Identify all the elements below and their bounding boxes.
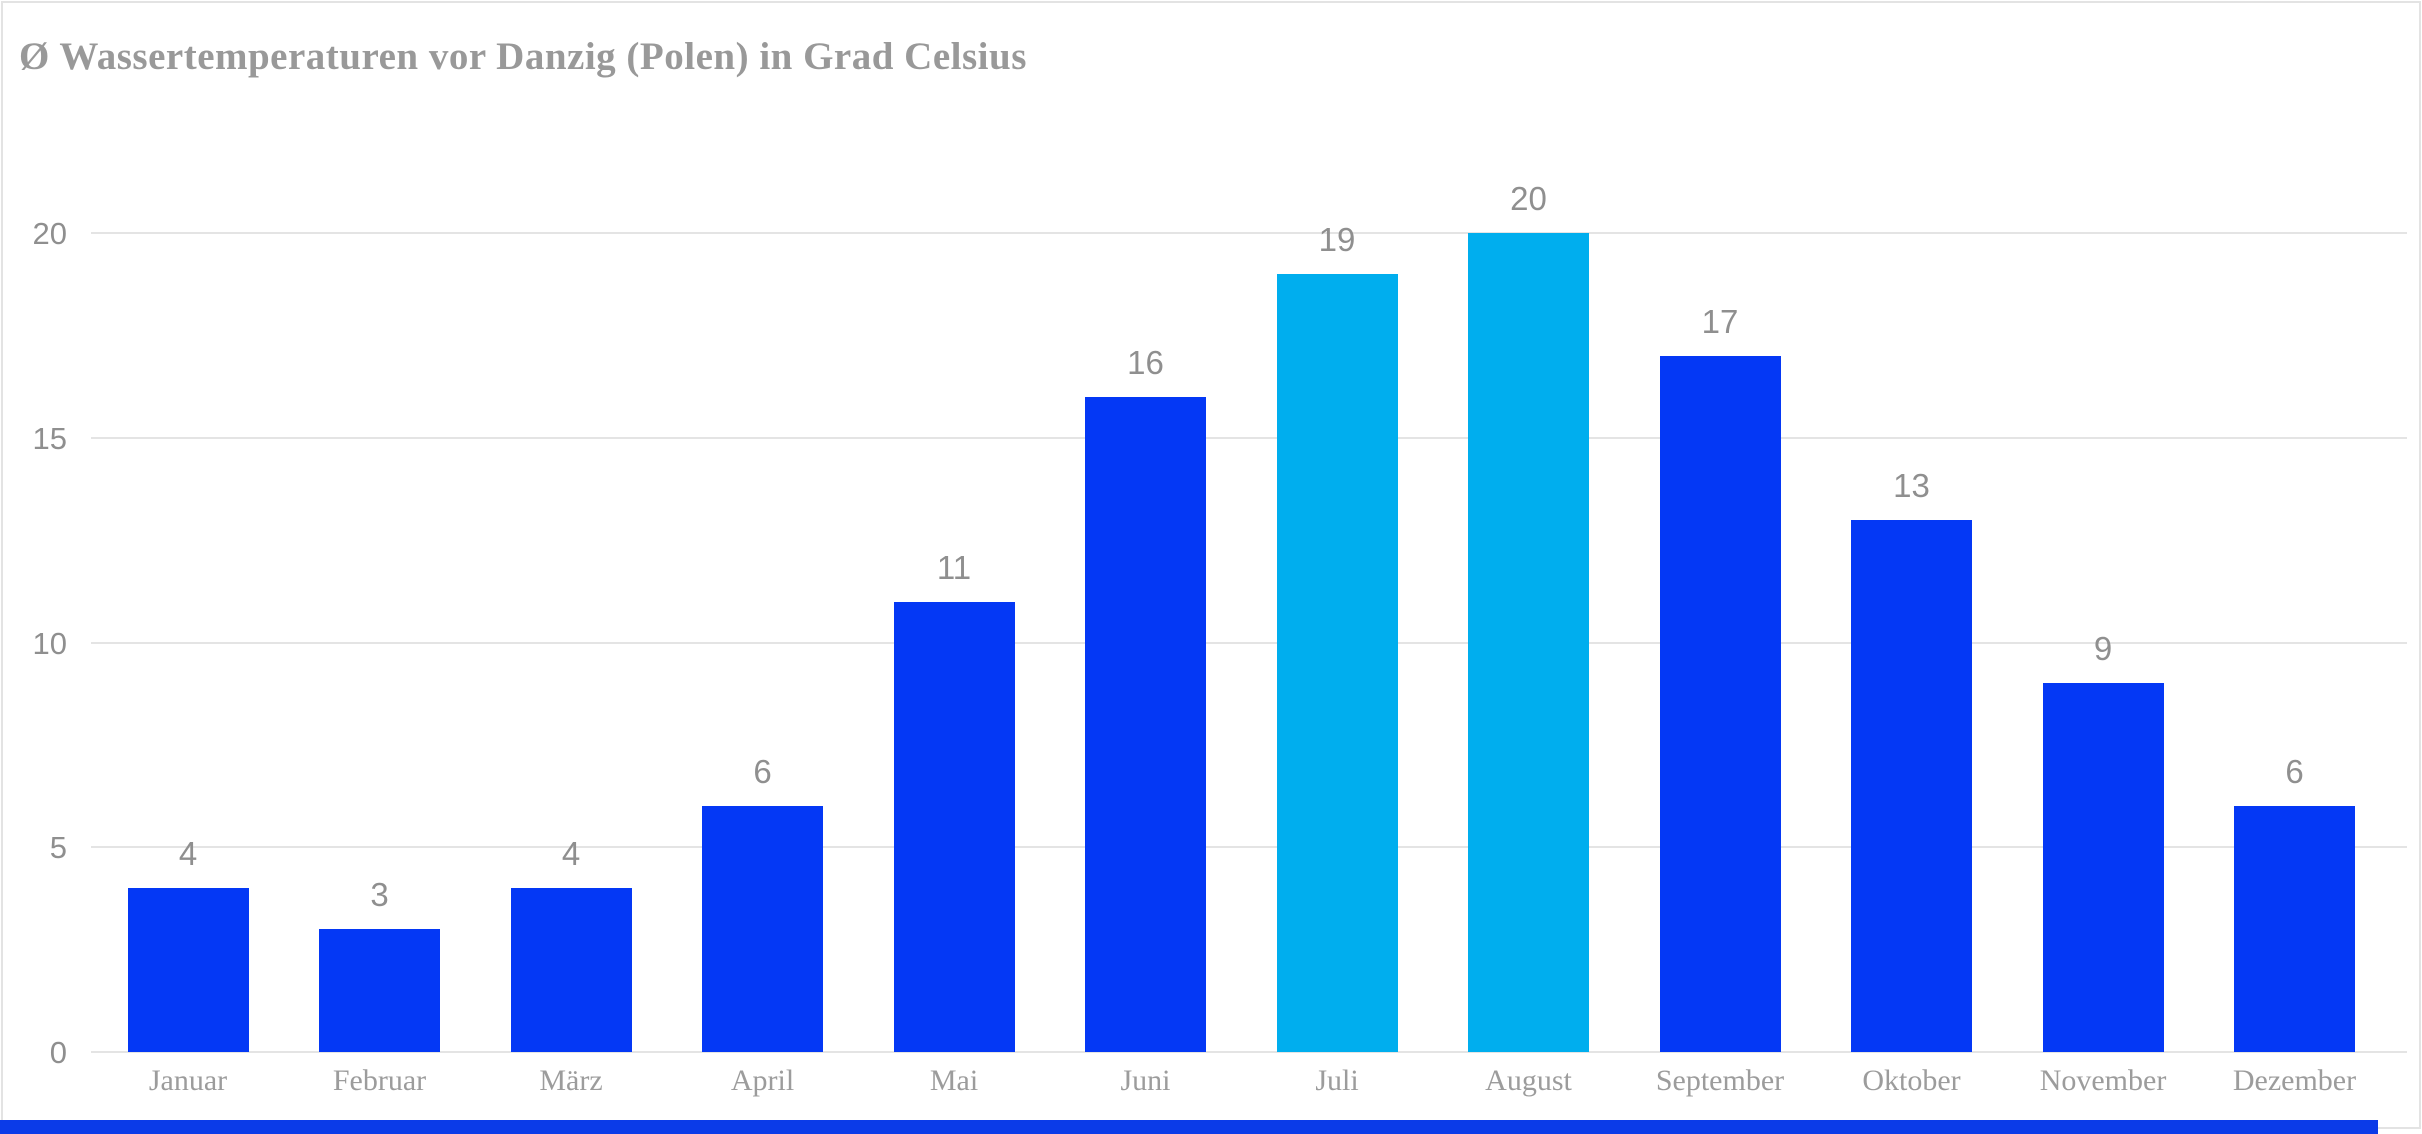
gridline — [91, 232, 2407, 234]
bar-value-label: 4 — [178, 835, 198, 873]
bar-value-label: 6 — [2285, 753, 2304, 791]
chart-bar[interactable] — [319, 929, 440, 1052]
chart-bar[interactable] — [2234, 806, 2355, 1052]
x-axis-label: Dezember — [2232, 1064, 2357, 1097]
x-axis-label: Oktober — [1862, 1064, 1961, 1097]
gridline — [91, 641, 2407, 644]
chart-title: Ø Wassertemperaturen vor Danzig (Polen) … — [19, 35, 1027, 78]
x-axis-label: Mai — [929, 1064, 979, 1097]
bar-value-label: 9 — [2093, 630, 2113, 668]
bar-value-label: 11 — [936, 548, 972, 586]
bar-value-label: 6 — [753, 753, 772, 791]
x-axis-label: Januar — [148, 1064, 228, 1097]
x-axis-label: Juni — [1120, 1064, 1171, 1097]
chart-bar[interactable] — [1276, 273, 1398, 1052]
x-axis-label: April — [730, 1064, 795, 1097]
y-axis-tick-label: 10 — [32, 625, 67, 661]
gridline — [91, 436, 2407, 439]
chart-bar[interactable] — [702, 806, 823, 1052]
y-axis-tick-label: 20 — [32, 216, 67, 251]
x-axis-label: November — [2039, 1064, 2167, 1097]
chart-bar[interactable] — [893, 601, 1015, 1052]
chart-bar[interactable] — [127, 888, 249, 1052]
bar-value-label: 4 — [561, 835, 581, 873]
bar-value-label: 3 — [370, 876, 389, 914]
bar-value-label: 16 — [1127, 343, 1164, 381]
bar-value-label: 13 — [1893, 466, 1930, 504]
x-axis-label: August — [1485, 1064, 1572, 1097]
y-axis-tick-label: 15 — [32, 420, 67, 456]
y-axis-tick-label: 5 — [49, 830, 67, 866]
chart-bar[interactable] — [510, 888, 632, 1052]
chart-bar[interactable] — [1851, 519, 1972, 1052]
gridline — [91, 1051, 2407, 1053]
bottom-scrollbar-thumb[interactable] — [0, 1120, 2378, 1134]
x-axis-label: Juli — [1315, 1064, 1359, 1097]
bar-value-label: 20 — [1510, 180, 1547, 217]
x-axis-label: September — [1655, 1064, 1785, 1097]
chart-bar[interactable] — [1085, 396, 1206, 1052]
bar-value-label: 19 — [1318, 220, 1356, 258]
chart-bar[interactable] — [1659, 355, 1781, 1052]
chart-bar[interactable] — [1468, 233, 1589, 1052]
x-axis-label: Februar — [332, 1064, 427, 1097]
x-axis-label: März — [539, 1064, 603, 1097]
bar-value-label: 17 — [1701, 302, 1739, 340]
gridline — [91, 846, 2407, 849]
y-axis-tick-label: 0 — [49, 1035, 67, 1070]
chart-bar[interactable] — [2042, 683, 2164, 1052]
